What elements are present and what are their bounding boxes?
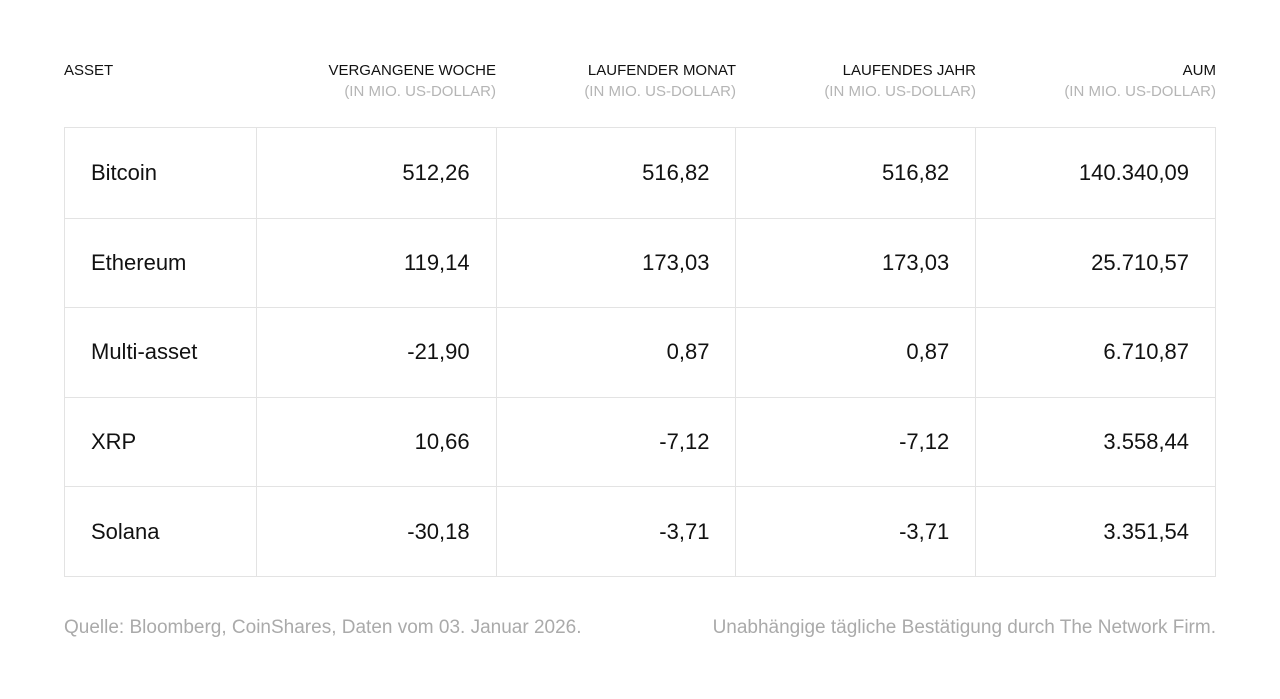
value-cell: -30,18	[255, 487, 496, 576]
value-cell: 173,03	[735, 218, 975, 308]
source-note: Quelle: Bloomberg, CoinShares, Daten vom…	[64, 617, 582, 638]
value-cell: 25.710,57	[975, 218, 1215, 308]
asset-name: Bitcoin	[91, 159, 158, 185]
value-cell: 10,66	[255, 397, 496, 487]
column-subtitle: (IN MIO. US-DOLLAR)	[1064, 83, 1216, 100]
value-cell: 512,26	[255, 128, 496, 218]
column-subtitle: (IN MIO. US-DOLLAR)	[824, 83, 976, 100]
value-cell: -3,71	[495, 487, 736, 576]
value-cell: 3.558,44	[975, 397, 1215, 487]
value-cell: 3.351,54	[975, 487, 1215, 576]
column-subtitle: (IN MIO. US-DOLLAR)	[584, 83, 736, 100]
value-cell: 6.710,87	[975, 308, 1215, 397]
value-cell: -7,12	[495, 397, 736, 487]
value-cell: 0,87	[495, 308, 736, 397]
asset-name: Ethereum	[91, 249, 187, 275]
column-header: AUM (IN MIO. US-DOLLAR)	[1064, 60, 1216, 102]
column-title: LAUFENDER MONAT	[587, 62, 736, 79]
column-header: LAUFENDER MONAT (IN MIO. US-DOLLAR)	[584, 60, 736, 102]
asset-name: Solana	[91, 518, 160, 544]
column-title: ASSET	[64, 62, 114, 79]
table-row: Ethereum 119,14 173,03 173,03 25.710,57	[65, 217, 1215, 308]
column-header: VERGANGENE WOCHE (IN MIO. US-DOLLAR)	[328, 60, 496, 102]
column-title: VERGANGENE WOCHE	[328, 62, 496, 79]
value-cell: -7,12	[735, 397, 975, 487]
value-cell: 0,87	[735, 308, 975, 397]
verification-note: Unabhängige tägliche Bestätigung durch T…	[712, 617, 1216, 638]
value-cell: 119,14	[255, 218, 496, 308]
value-cell: 516,82	[735, 128, 975, 218]
column-title: LAUFENDES JAHR	[842, 62, 976, 79]
table-row: Bitcoin 512,26 516,82 516,82 140.340,09	[65, 128, 1215, 218]
value-cell: 140.340,09	[975, 128, 1215, 218]
value-cell: 173,03	[495, 218, 736, 308]
asset-name: Multi-asset	[91, 339, 198, 365]
column-subtitle: (IN MIO. US-DOLLAR)	[344, 83, 496, 100]
asset-name: XRP	[91, 429, 137, 455]
value-cell: 516,82	[495, 128, 736, 218]
table-row: Solana -30,18 -3,71 -3,71 3.351,54	[65, 486, 1215, 576]
column-header: LAUFENDES JAHR (IN MIO. US-DOLLAR)	[824, 60, 976, 102]
table-row: Multi-asset -21,90 0,87 0,87 6.710,87	[65, 307, 1215, 397]
column-header: ASSET	[64, 60, 113, 81]
table: Bitcoin 512,26 516,82 516,82 140.340,09 Ether…	[64, 127, 1216, 577]
column-title: AUM	[1182, 62, 1216, 79]
value-cell: -21,90	[255, 308, 496, 397]
table-row: XRP 10,66 -7,12 -7,12 3.558,44	[65, 396, 1215, 487]
value-cell: -3,71	[735, 487, 975, 576]
